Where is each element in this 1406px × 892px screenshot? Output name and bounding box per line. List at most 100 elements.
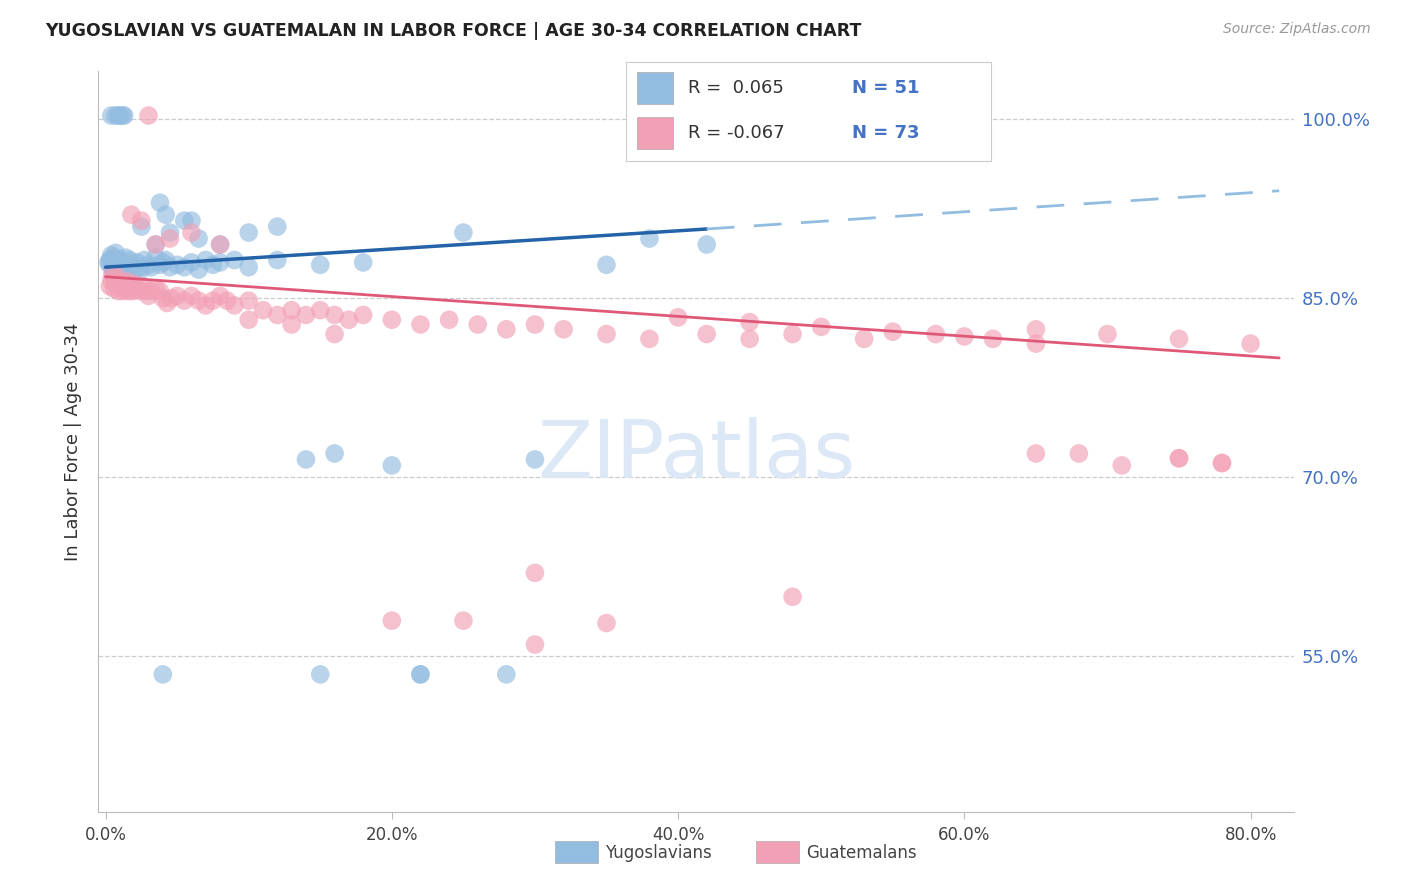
Point — [1025, 336, 1047, 351]
Point — [194, 298, 217, 312]
Point — [108, 275, 131, 289]
Point — [595, 327, 617, 342]
Point — [209, 237, 232, 252]
Point — [115, 275, 138, 289]
Point — [180, 213, 202, 227]
Point — [187, 293, 209, 308]
Point — [125, 282, 148, 296]
Point — [103, 251, 125, 265]
Point — [129, 284, 152, 298]
Point — [409, 667, 432, 681]
Point — [1168, 332, 1191, 346]
Point — [104, 277, 127, 291]
Point — [180, 226, 202, 240]
Point — [152, 667, 174, 681]
Point — [981, 332, 1004, 346]
Point — [409, 667, 432, 681]
Point — [104, 245, 127, 260]
Point — [141, 284, 163, 298]
Point — [323, 308, 346, 322]
Point — [409, 318, 432, 332]
Point — [453, 226, 475, 240]
Point — [309, 258, 332, 272]
Point — [309, 303, 332, 318]
Point — [173, 213, 195, 227]
Point — [152, 291, 174, 305]
Point — [166, 258, 188, 272]
Point — [553, 322, 575, 336]
Point — [107, 284, 129, 298]
Point — [595, 258, 617, 272]
Point — [523, 318, 546, 332]
Point — [323, 446, 346, 460]
Point — [252, 303, 274, 318]
Point — [295, 308, 318, 322]
Point — [495, 667, 517, 681]
Point — [120, 208, 142, 222]
Point — [437, 312, 460, 326]
Point — [201, 258, 224, 272]
Point — [108, 109, 131, 123]
Point — [101, 268, 124, 282]
Point — [1025, 446, 1047, 460]
Point — [115, 268, 138, 282]
Point — [134, 253, 156, 268]
Point — [145, 251, 167, 265]
Point — [98, 258, 121, 272]
Point — [201, 293, 224, 308]
Point — [1239, 336, 1261, 351]
Point — [523, 566, 546, 580]
Bar — [637, 118, 673, 149]
Point — [1168, 451, 1191, 466]
Point — [117, 260, 139, 275]
Point — [180, 289, 202, 303]
Text: N = 51: N = 51 — [852, 79, 920, 97]
Point — [295, 452, 318, 467]
Text: Source: ZipAtlas.com: Source: ZipAtlas.com — [1223, 22, 1371, 37]
Point — [145, 237, 167, 252]
Point — [467, 318, 489, 332]
Text: N = 73: N = 73 — [852, 124, 920, 142]
Point — [238, 260, 260, 275]
Point — [238, 293, 260, 308]
Point — [523, 452, 546, 467]
Point — [280, 303, 302, 318]
Point — [117, 284, 139, 298]
Point — [1111, 458, 1133, 473]
Point — [112, 109, 135, 123]
Point — [453, 614, 475, 628]
Point — [156, 296, 179, 310]
Point — [238, 226, 260, 240]
Point — [523, 638, 546, 652]
Point — [1211, 456, 1233, 470]
Point — [121, 284, 143, 298]
Point — [209, 289, 232, 303]
Point — [337, 312, 360, 326]
Point — [105, 258, 128, 272]
Point — [100, 109, 122, 123]
Point — [98, 279, 121, 293]
Point — [108, 260, 131, 275]
Point — [266, 308, 288, 322]
Point — [112, 277, 135, 291]
Point — [209, 237, 232, 252]
Point — [138, 109, 160, 123]
Point — [135, 284, 157, 298]
Point — [107, 109, 129, 123]
Point — [114, 251, 136, 265]
Point — [782, 327, 804, 342]
Point — [160, 291, 183, 305]
Point — [266, 219, 288, 234]
Point — [145, 282, 167, 296]
Point — [1025, 322, 1047, 336]
Point — [352, 308, 374, 322]
Point — [173, 260, 195, 275]
Text: R = -0.067: R = -0.067 — [688, 124, 785, 142]
Point — [104, 262, 127, 277]
Point — [352, 255, 374, 269]
Point — [925, 327, 948, 342]
Point — [149, 195, 172, 210]
Point — [110, 279, 132, 293]
Point — [155, 253, 177, 268]
Text: Yugoslavians: Yugoslavians — [605, 844, 711, 862]
